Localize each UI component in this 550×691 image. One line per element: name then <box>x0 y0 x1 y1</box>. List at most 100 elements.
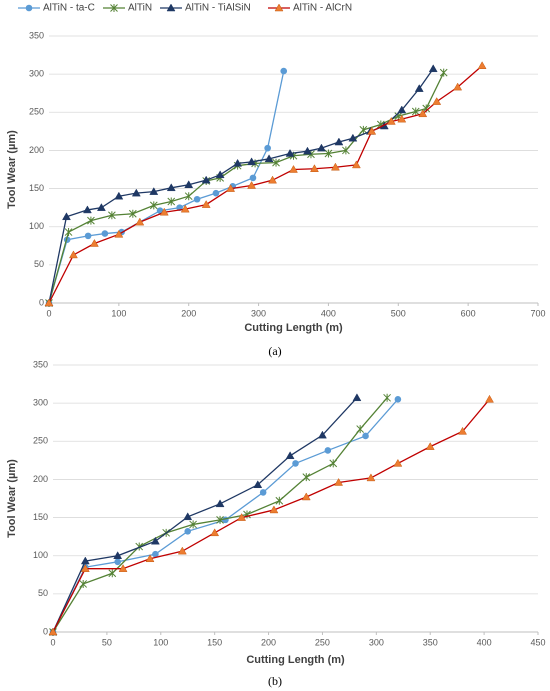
marker <box>128 209 137 218</box>
y-tick-label: 300 <box>33 398 48 408</box>
x-tick-label: 250 <box>315 637 330 647</box>
marker <box>113 551 123 559</box>
x-tick-label: 700 <box>530 308 545 318</box>
marker <box>386 116 396 125</box>
marker <box>428 64 438 73</box>
y-tick-label: 250 <box>29 107 44 117</box>
x-tick-label: 200 <box>181 308 196 318</box>
marker <box>215 499 225 508</box>
marker <box>249 174 257 182</box>
marker <box>394 396 402 403</box>
marker <box>131 188 141 197</box>
caption: (b) <box>268 674 282 688</box>
marker <box>310 164 319 172</box>
marker <box>356 425 365 434</box>
x-tick-label: 350 <box>423 637 438 647</box>
marker <box>303 146 312 155</box>
marker <box>485 394 494 403</box>
marker <box>159 207 169 216</box>
marker <box>108 211 116 220</box>
y-tick-label: 50 <box>34 259 44 269</box>
x-tick-label: 300 <box>251 308 266 318</box>
caption: (a) <box>268 344 281 358</box>
marker <box>477 61 487 70</box>
y-axis-label: Tool Wear (µm) <box>6 459 18 538</box>
marker <box>259 489 267 496</box>
marker <box>145 554 155 563</box>
marker <box>292 460 299 467</box>
y-tick-label: 0 <box>43 626 48 636</box>
marker <box>193 195 201 203</box>
series-line <box>52 397 388 633</box>
marker <box>150 536 160 545</box>
marker <box>84 232 92 240</box>
marker <box>439 68 448 77</box>
marker <box>366 473 376 482</box>
series-line <box>52 397 358 633</box>
marker <box>96 203 106 211</box>
marker <box>285 148 295 157</box>
marker <box>397 105 407 114</box>
marker <box>183 512 193 521</box>
marker <box>367 126 377 135</box>
marker <box>301 492 311 501</box>
y-tick-label: 50 <box>38 588 48 598</box>
series-line <box>52 398 490 633</box>
marker <box>233 158 243 167</box>
marker <box>432 97 442 105</box>
marker <box>302 473 311 482</box>
marker <box>348 133 358 142</box>
marker <box>149 201 158 210</box>
marker <box>324 447 332 454</box>
x-axis-label: Cutting Length (m) <box>246 654 345 666</box>
legend-label: AlTiN - ta-C <box>43 3 95 14</box>
marker <box>167 197 176 206</box>
marker <box>247 157 257 166</box>
marker <box>247 181 257 189</box>
x-tick-label: 150 <box>207 637 222 647</box>
y-tick-label: 350 <box>29 30 44 40</box>
y-tick-label: 100 <box>33 550 48 560</box>
x-axis-label: Cutting Length (m) <box>244 322 343 334</box>
marker <box>118 564 128 572</box>
x-tick-label: 0 <box>46 308 51 318</box>
marker <box>114 558 121 566</box>
marker <box>272 158 280 167</box>
marker <box>324 149 333 158</box>
marker <box>342 146 350 155</box>
marker <box>87 216 95 225</box>
marker <box>318 430 327 439</box>
marker <box>79 579 88 588</box>
y-tick-label: 200 <box>33 474 48 484</box>
marker <box>89 238 99 247</box>
marker <box>152 550 159 558</box>
series-line <box>52 398 399 633</box>
marker <box>184 192 193 201</box>
legend-marker <box>166 3 176 12</box>
marker <box>351 160 361 169</box>
marker <box>397 114 407 123</box>
y-tick-label: 200 <box>29 145 44 155</box>
legend-marker <box>110 4 118 12</box>
marker <box>184 528 192 535</box>
series-line <box>48 65 483 304</box>
marker <box>69 250 78 259</box>
y-tick-label: 0 <box>39 297 44 307</box>
marker <box>101 230 109 237</box>
marker <box>212 189 220 197</box>
marker <box>317 143 326 152</box>
marker <box>64 228 73 237</box>
marker <box>352 393 362 402</box>
marker <box>201 175 211 184</box>
marker <box>253 480 263 489</box>
marker <box>177 546 187 555</box>
marker <box>264 144 271 152</box>
marker <box>215 170 225 179</box>
x-tick-label: 200 <box>261 637 276 647</box>
marker <box>62 212 71 221</box>
legend-label: AlTiN - TiAlSiN <box>185 3 251 14</box>
marker <box>330 162 340 171</box>
marker <box>237 513 247 521</box>
marker <box>418 109 428 118</box>
